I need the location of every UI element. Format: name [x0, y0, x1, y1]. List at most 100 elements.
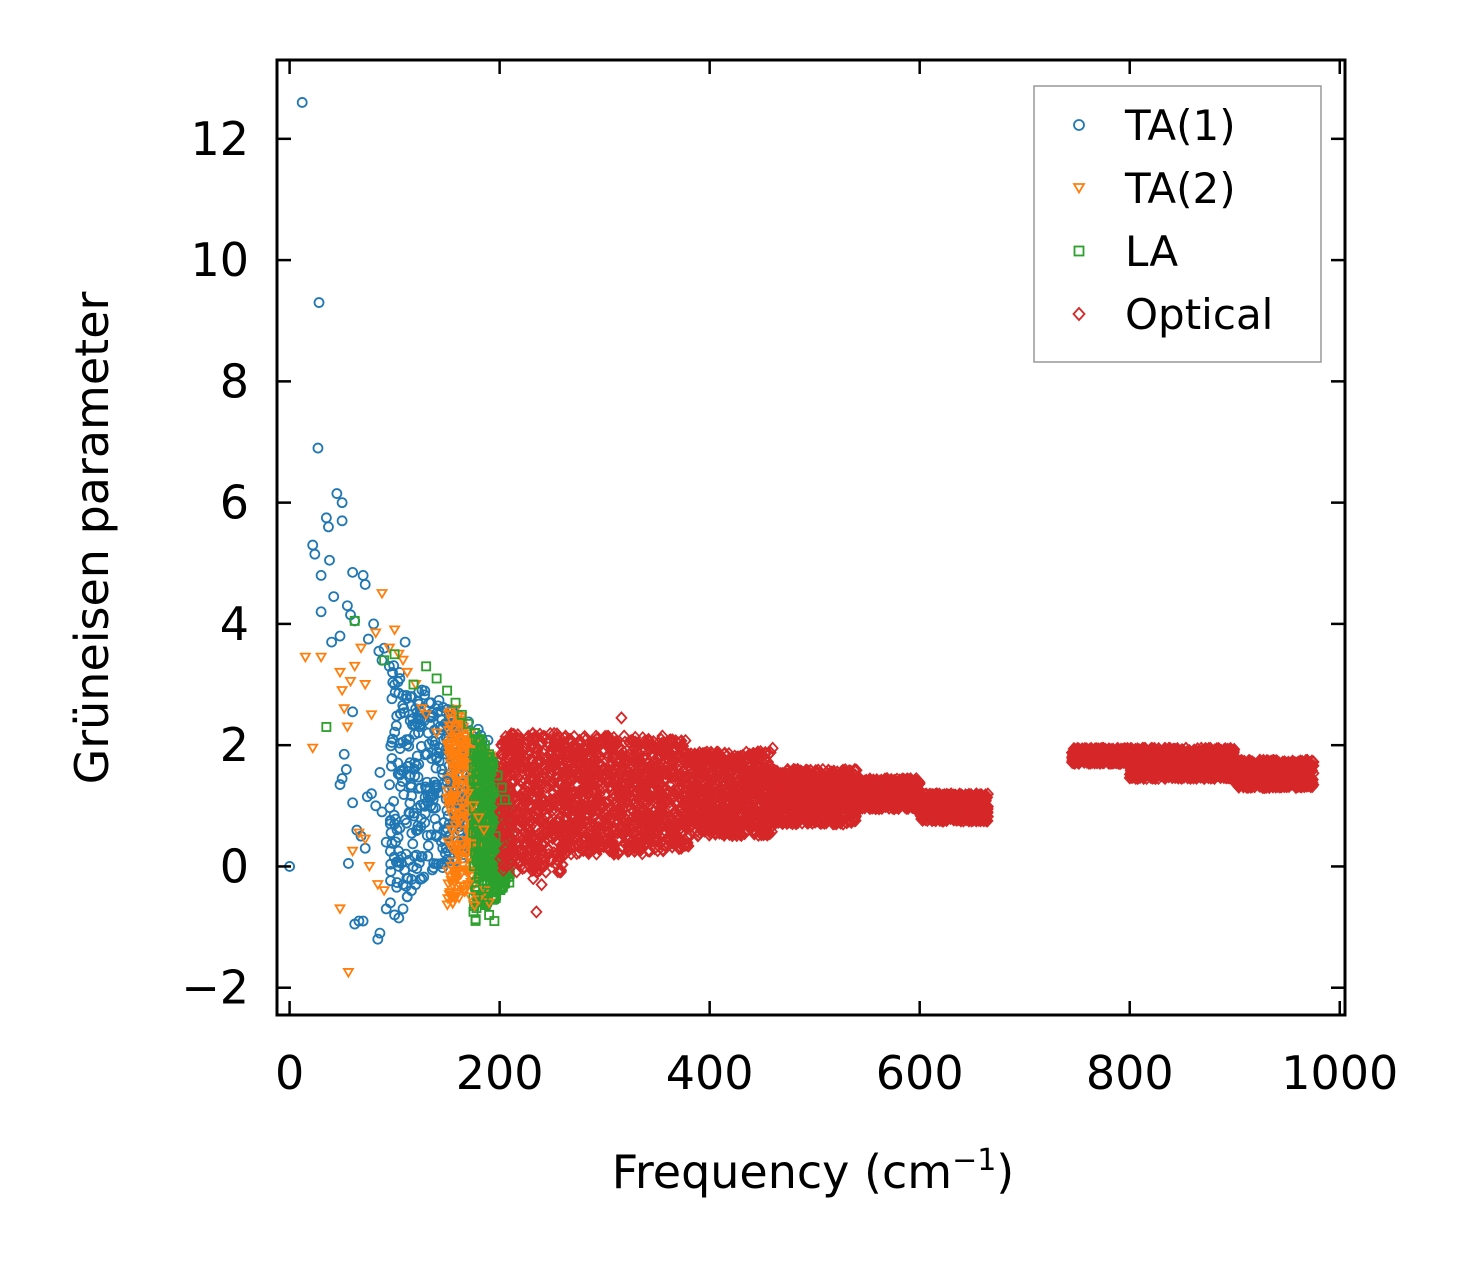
ta-1--point	[430, 779, 441, 791]
ta-2--point	[456, 839, 469, 851]
optical-point	[566, 810, 579, 825]
ta-2--point	[445, 715, 458, 726]
optical-point	[557, 817, 570, 831]
optical-point	[500, 750, 514, 764]
ta-1--point	[398, 789, 410, 801]
optical-point	[611, 755, 625, 769]
optical-point	[559, 783, 572, 797]
ta-2--point	[452, 741, 465, 753]
la-point	[484, 843, 495, 854]
optical-point	[546, 831, 559, 846]
optical-point	[497, 822, 511, 837]
optical-point	[518, 789, 532, 804]
optical-point	[577, 731, 590, 745]
optical-point	[535, 778, 548, 792]
optical-point	[640, 808, 654, 822]
optical-point	[675, 734, 688, 748]
ta-2--point	[460, 735, 473, 747]
ta-2--point	[448, 891, 461, 903]
optical-point	[526, 732, 539, 746]
ta-1--point	[437, 842, 449, 854]
optical-point	[560, 755, 574, 769]
optical-point	[599, 764, 613, 779]
optical-point	[497, 767, 510, 782]
ta-2--point	[454, 869, 467, 881]
ta-1--point	[432, 700, 444, 712]
optical-point	[644, 819, 658, 834]
optical-point	[561, 830, 575, 845]
ta-1--point	[419, 791, 431, 803]
optical-point	[527, 808, 541, 822]
optical-point	[494, 824, 508, 838]
optical-point	[547, 822, 561, 837]
ta-2--point	[444, 747, 457, 758]
optical-point	[580, 732, 593, 746]
ta-2--point	[445, 825, 458, 836]
optical-point	[527, 773, 540, 788]
optical-point	[674, 800, 687, 815]
ta-1--point	[422, 840, 434, 852]
optical-point	[535, 831, 548, 845]
ta-2--point	[444, 707, 457, 718]
la-point	[471, 776, 482, 787]
la-point	[490, 893, 501, 904]
optical-point	[561, 802, 574, 816]
optical-point	[524, 771, 537, 785]
optical-point	[673, 774, 686, 789]
optical-point	[545, 778, 559, 792]
ta-2--point	[457, 748, 470, 759]
la-point	[473, 846, 484, 857]
la-point	[470, 914, 481, 925]
optical-point	[594, 777, 607, 792]
optical-point	[540, 832, 554, 847]
ta-1--point	[426, 707, 438, 718]
optical-point	[545, 818, 558, 833]
ta-1--point	[400, 848, 412, 860]
optical-point	[669, 830, 682, 844]
optical-point	[582, 757, 595, 772]
ta-2--point	[448, 733, 461, 744]
la-point	[482, 781, 493, 792]
optical-point	[596, 798, 609, 812]
optical-point	[593, 750, 606, 764]
optical-point	[518, 835, 531, 850]
optical-point	[499, 804, 512, 819]
optical-point	[607, 786, 620, 800]
optical-point	[616, 802, 629, 816]
la-point	[471, 789, 482, 799]
optical-point	[565, 794, 579, 808]
ta-1--point	[390, 720, 402, 732]
optical-point	[580, 817, 593, 832]
ta-1--point	[435, 858, 447, 870]
optical-point	[626, 833, 640, 847]
optical-point	[503, 782, 517, 796]
optical-point	[607, 797, 621, 811]
ta-1--point	[418, 798, 429, 810]
optical-point	[672, 786, 685, 801]
ta-2--point	[463, 760, 476, 771]
optical-point	[513, 789, 526, 804]
optical-point	[663, 777, 676, 792]
la-point	[471, 841, 481, 852]
ta-1--point	[392, 757, 404, 769]
ta-2--point	[441, 837, 455, 849]
optical-point	[539, 780, 553, 795]
ta-1--point	[418, 871, 430, 883]
ta-2--point	[442, 798, 455, 809]
ta-1--point	[407, 838, 419, 850]
optical-point	[640, 751, 654, 765]
optical-point	[586, 785, 599, 799]
optical-point	[657, 827, 670, 841]
optical-point	[541, 841, 554, 855]
la-point	[471, 826, 482, 837]
optical-point	[557, 820, 571, 834]
ta-1--point	[391, 877, 403, 888]
optical-point	[559, 820, 572, 834]
optical-point	[665, 763, 678, 777]
optical-point	[647, 783, 660, 797]
optical-point	[654, 835, 668, 849]
optical-point	[629, 776, 643, 790]
optical-point	[648, 791, 662, 805]
ta-2--point	[455, 790, 468, 801]
ta-1--point	[385, 875, 396, 887]
